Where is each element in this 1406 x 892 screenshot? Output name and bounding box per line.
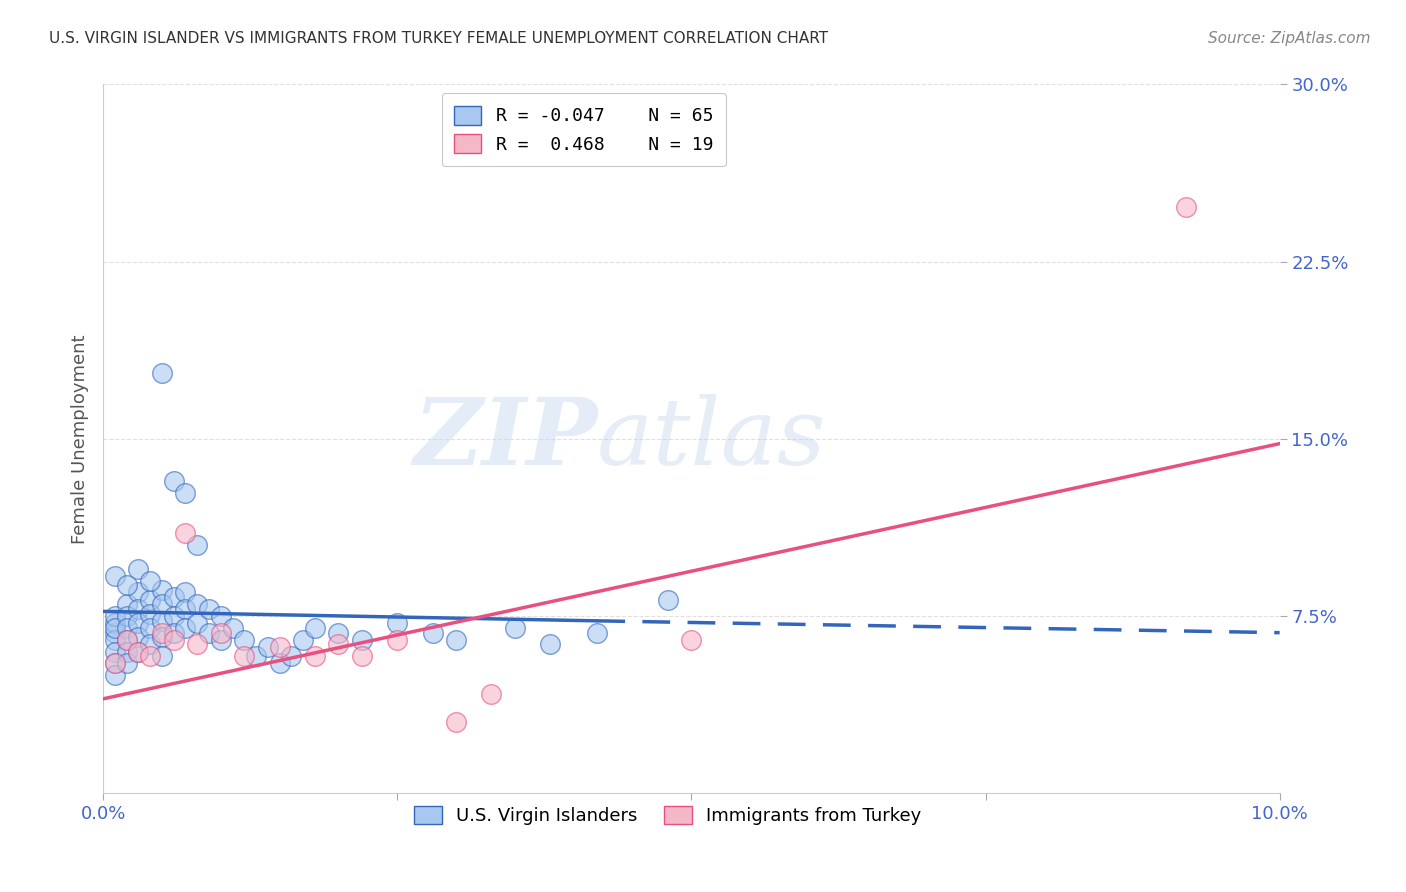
Point — [115, 632, 138, 647]
Point — [444, 715, 467, 730]
Y-axis label: Female Unemployment: Female Unemployment — [72, 334, 89, 543]
Point — [292, 632, 315, 647]
Point — [104, 569, 127, 583]
Point — [444, 632, 467, 647]
Point — [328, 625, 350, 640]
Text: atlas: atlas — [598, 394, 827, 483]
Point — [115, 609, 138, 624]
Point — [174, 602, 197, 616]
Point — [681, 632, 703, 647]
Point — [387, 616, 409, 631]
Point — [328, 638, 350, 652]
Point — [221, 621, 243, 635]
Point — [115, 644, 138, 658]
Point — [233, 649, 256, 664]
Point — [209, 625, 232, 640]
Point — [186, 616, 208, 631]
Point — [104, 657, 127, 671]
Point — [586, 625, 609, 640]
Point — [269, 640, 291, 654]
Point — [139, 649, 162, 664]
Point — [127, 644, 149, 658]
Point — [387, 632, 409, 647]
Point — [104, 625, 127, 640]
Point — [350, 649, 373, 664]
Point — [115, 657, 138, 671]
Point — [139, 621, 162, 635]
Point — [104, 644, 127, 658]
Point — [104, 668, 127, 682]
Point — [198, 625, 221, 640]
Point — [127, 631, 149, 645]
Point — [127, 616, 149, 631]
Point — [104, 609, 127, 624]
Point — [538, 638, 561, 652]
Point — [256, 640, 278, 654]
Point — [115, 621, 138, 635]
Point — [422, 625, 444, 640]
Legend: U.S. Virgin Islanders, Immigrants from Turkey: U.S. Virgin Islanders, Immigrants from T… — [405, 797, 931, 834]
Point — [115, 632, 138, 647]
Point — [198, 602, 221, 616]
Point — [304, 649, 326, 664]
Point — [127, 602, 149, 616]
Point — [150, 597, 173, 611]
Point — [163, 609, 186, 624]
Point — [163, 591, 186, 605]
Point — [657, 592, 679, 607]
Point — [174, 621, 197, 635]
Point — [104, 657, 127, 671]
Point — [150, 649, 173, 664]
Text: Source: ZipAtlas.com: Source: ZipAtlas.com — [1208, 31, 1371, 46]
Point — [503, 621, 526, 635]
Point — [139, 574, 162, 588]
Point — [127, 585, 149, 599]
Text: ZIP: ZIP — [413, 394, 598, 483]
Point — [245, 649, 267, 664]
Point — [304, 621, 326, 635]
Point — [115, 597, 138, 611]
Point — [104, 621, 127, 635]
Point — [150, 366, 173, 380]
Point — [209, 632, 232, 647]
Point — [233, 632, 256, 647]
Point — [150, 614, 173, 628]
Point — [186, 538, 208, 552]
Point — [174, 486, 197, 500]
Point — [209, 609, 232, 624]
Point — [1174, 200, 1197, 214]
Point — [186, 638, 208, 652]
Point — [269, 657, 291, 671]
Point — [280, 649, 302, 664]
Point — [104, 632, 127, 647]
Point — [163, 475, 186, 489]
Point — [350, 632, 373, 647]
Point — [150, 631, 173, 645]
Point — [186, 597, 208, 611]
Point — [139, 592, 162, 607]
Point — [139, 638, 162, 652]
Point — [163, 632, 186, 647]
Point — [127, 644, 149, 658]
Point — [115, 578, 138, 592]
Point — [174, 526, 197, 541]
Point — [127, 562, 149, 576]
Point — [174, 585, 197, 599]
Point — [163, 625, 186, 640]
Point — [150, 583, 173, 598]
Point — [479, 687, 502, 701]
Point — [139, 607, 162, 621]
Point — [150, 625, 173, 640]
Text: U.S. VIRGIN ISLANDER VS IMMIGRANTS FROM TURKEY FEMALE UNEMPLOYMENT CORRELATION C: U.S. VIRGIN ISLANDER VS IMMIGRANTS FROM … — [49, 31, 828, 46]
Point — [104, 616, 127, 631]
